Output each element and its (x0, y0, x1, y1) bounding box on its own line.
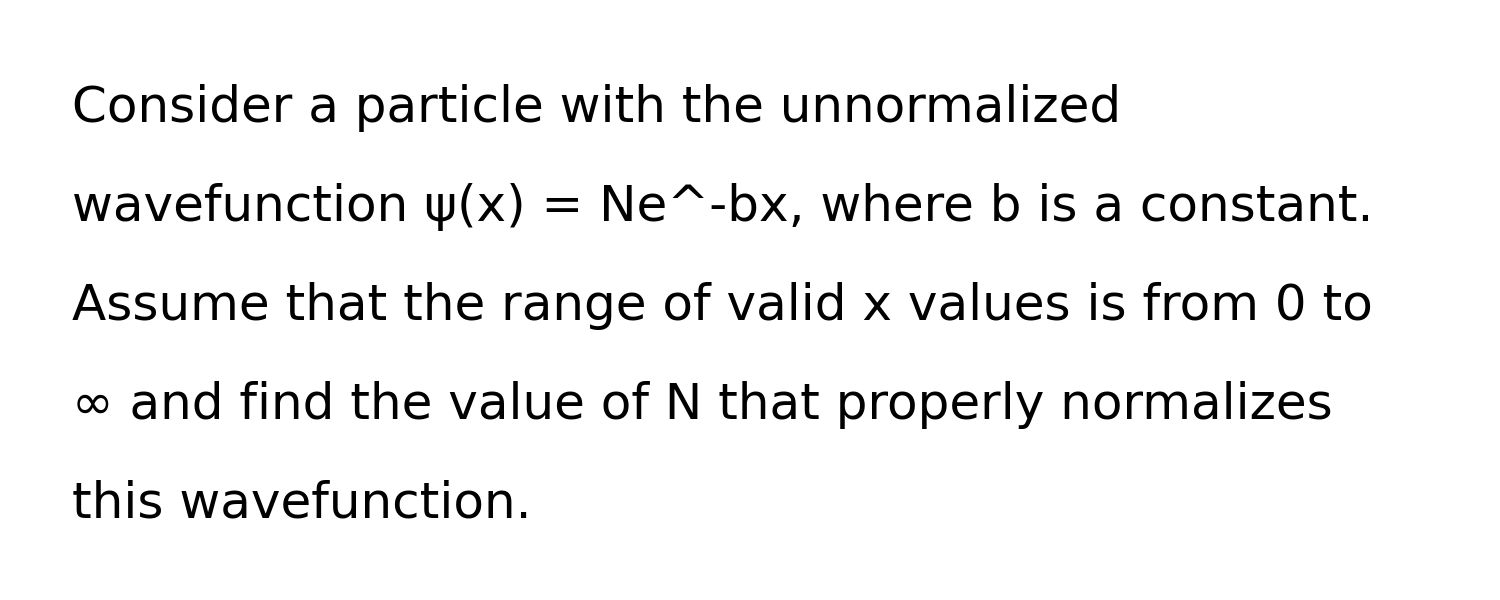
Text: this wavefunction.: this wavefunction. (72, 480, 531, 528)
Text: Consider a particle with the unnormalized: Consider a particle with the unnormalize… (72, 84, 1120, 132)
Text: Assume that the range of valid x values is from 0 to: Assume that the range of valid x values … (72, 282, 1372, 330)
Text: wavefunction ψ(x) = Ne^-bx, where b is a constant.: wavefunction ψ(x) = Ne^-bx, where b is a… (72, 183, 1374, 231)
Text: ∞ and find the value of N that properly normalizes: ∞ and find the value of N that properly … (72, 381, 1332, 429)
